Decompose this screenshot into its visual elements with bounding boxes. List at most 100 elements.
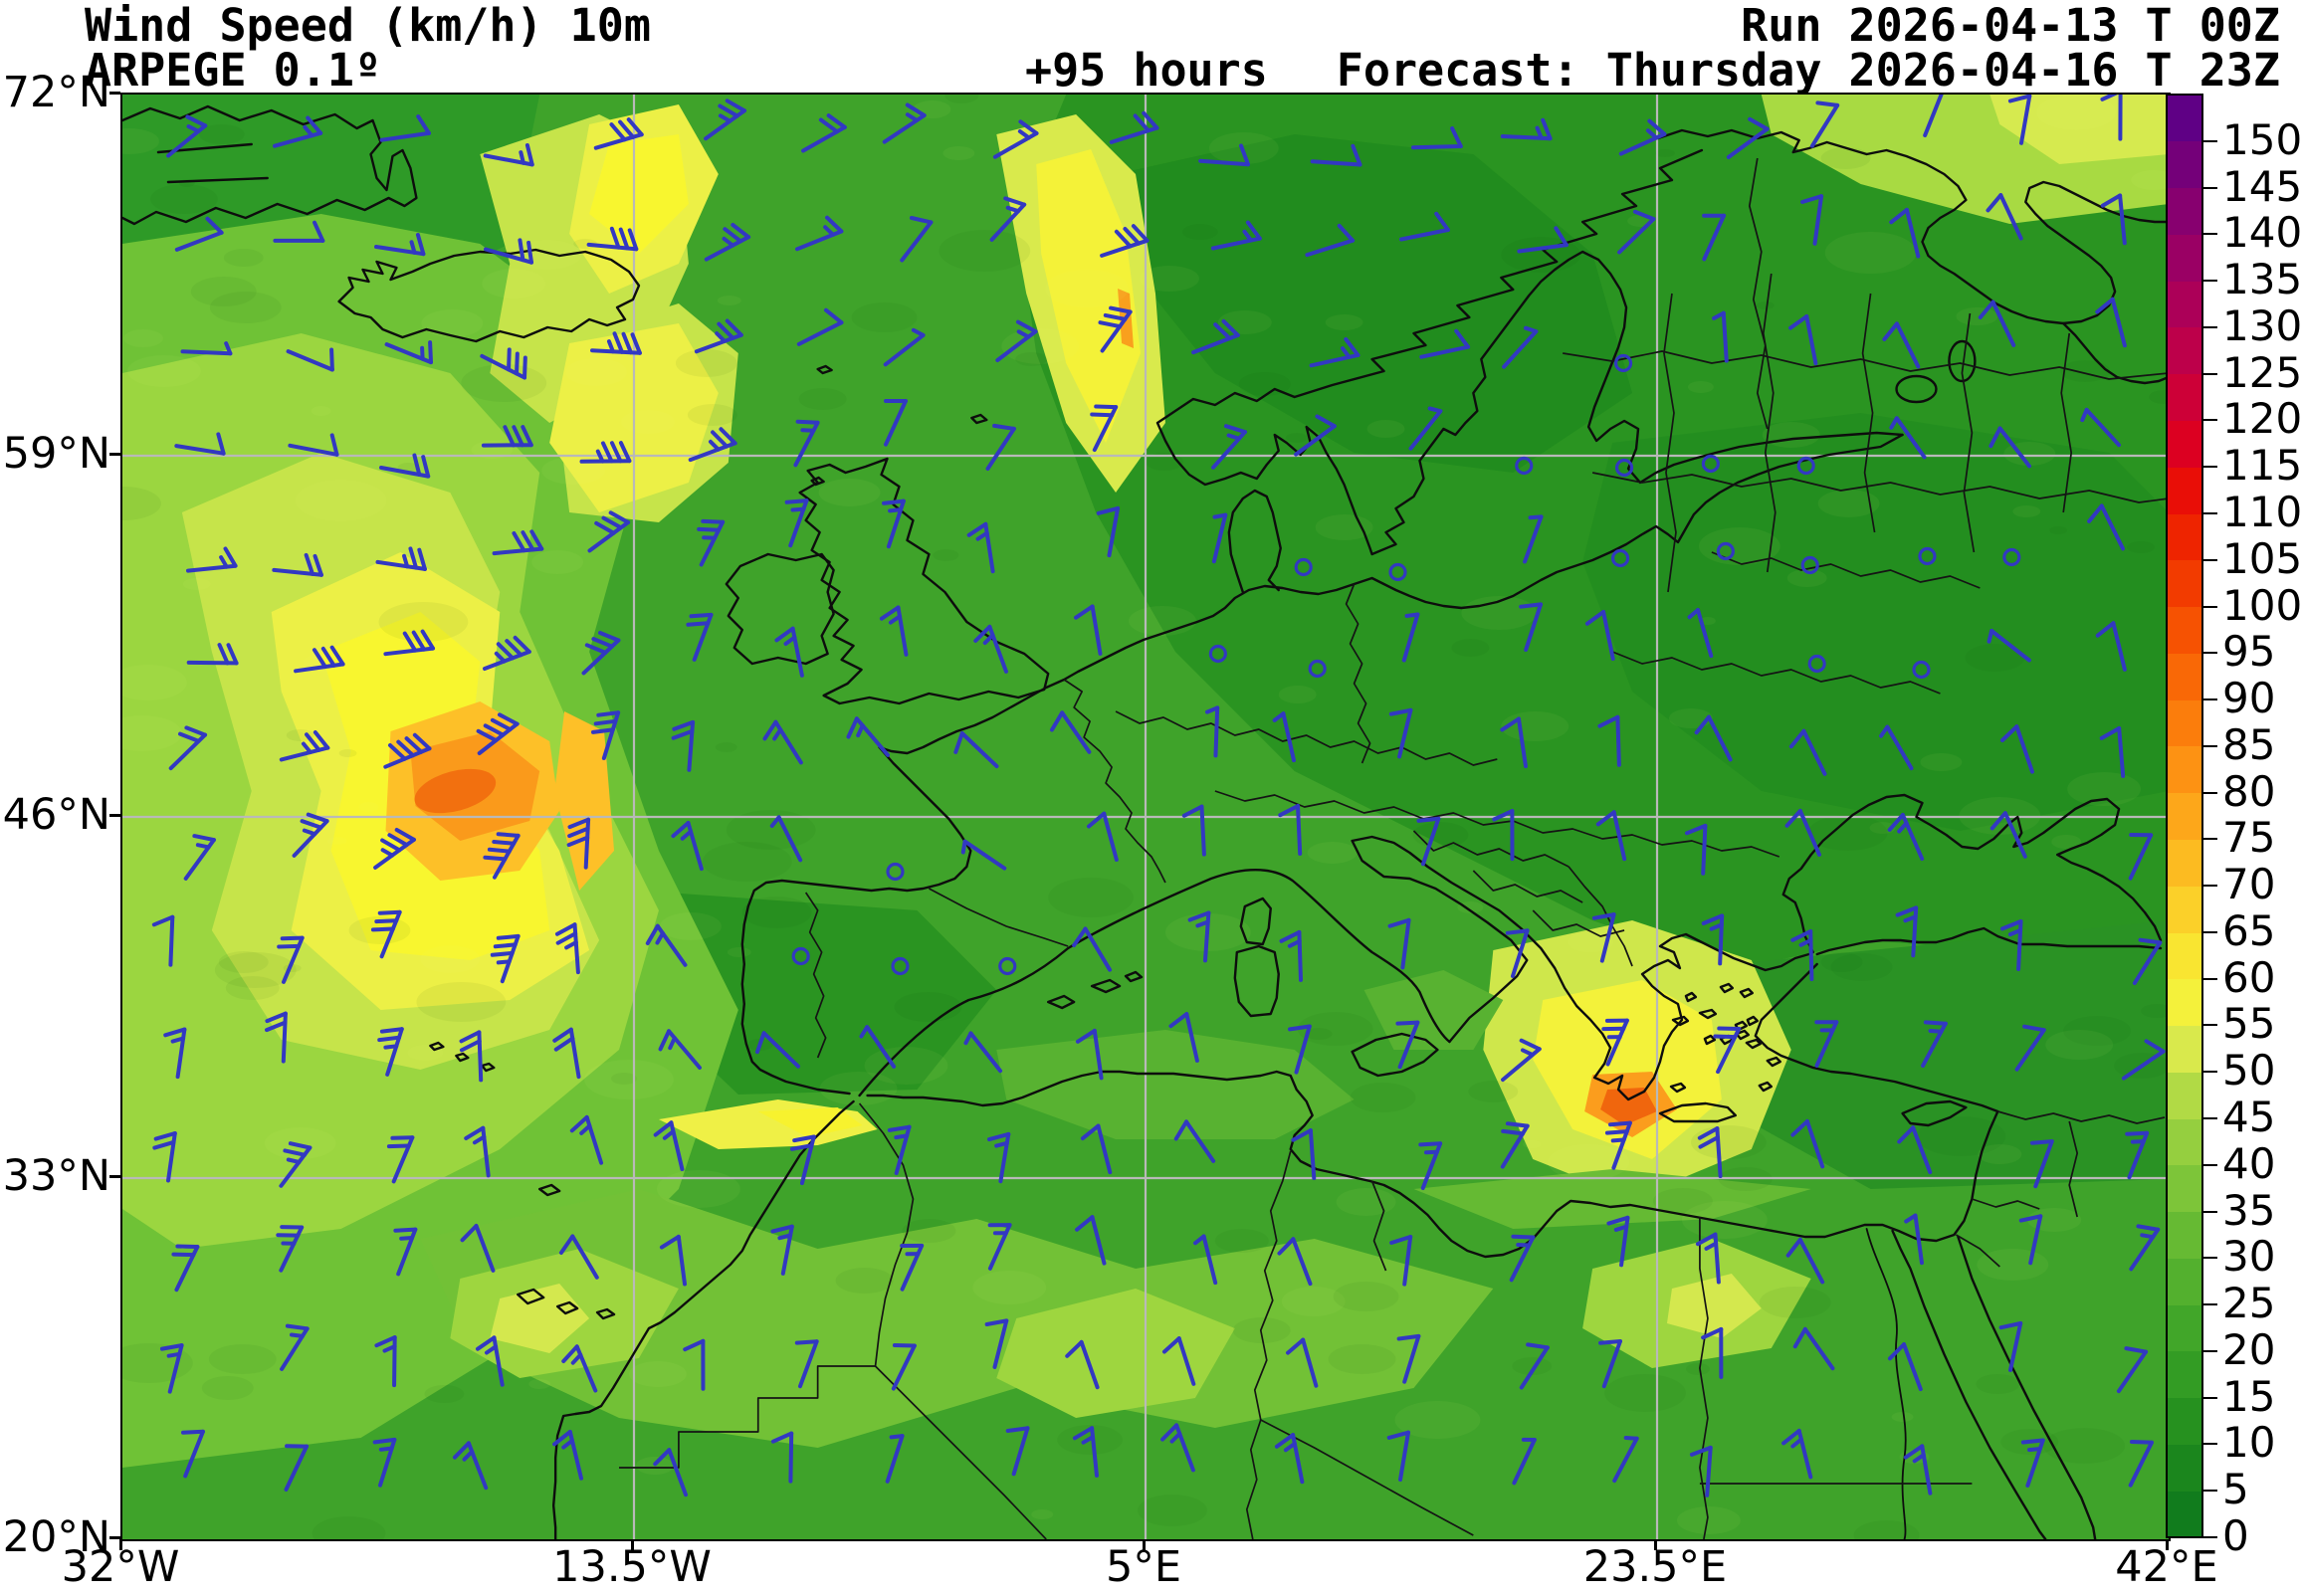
axis-tick	[109, 1175, 120, 1178]
colorbar-tick-label: 110	[2222, 487, 2302, 536]
axis-tick	[1654, 1539, 1657, 1550]
axis-tick	[2202, 791, 2217, 794]
axis-tick	[109, 1536, 120, 1539]
colorbar-tick-label: 0	[2222, 1511, 2249, 1560]
axis-tick	[2166, 1539, 2169, 1550]
lon-tick-label: 32°W	[61, 1542, 180, 1592]
colorbar-tick-label: 145	[2222, 161, 2302, 211]
colorbar-tick-label: 75	[2222, 813, 2276, 863]
colorbar-segment	[2167, 886, 2202, 933]
run-label: Run 2026-04-13 T 00Z	[1741, 0, 2280, 52]
colorbar-segment	[2167, 187, 2202, 235]
axis-tick	[2202, 186, 2217, 189]
axis-tick	[2202, 1024, 2217, 1027]
colorbar-tick-label: 115	[2222, 441, 2302, 491]
colorbar-segment	[2167, 373, 2202, 421]
colorbar-tick-label: 120	[2222, 394, 2302, 444]
colorbar-tick-label: 150	[2222, 114, 2302, 164]
colorbar-tick-label: 10	[2222, 1418, 2276, 1468]
axis-tick	[2202, 652, 2217, 655]
colorbar-tick-label: 35	[2222, 1185, 2276, 1235]
colorbar-tick-label: 30	[2222, 1232, 2276, 1282]
axis-tick	[2202, 1117, 2217, 1120]
axis-tick	[2202, 511, 2217, 514]
axis-tick	[2202, 1443, 2217, 1446]
axis-tick	[2202, 744, 2217, 747]
colorbar-tick-label: 45	[2222, 1093, 2276, 1142]
axis-tick	[631, 1539, 634, 1550]
colorbar-tick-label: 15	[2222, 1371, 2276, 1421]
colorbar-segment	[2167, 140, 2202, 189]
axis-tick	[2202, 139, 2217, 142]
colorbar-tick-label: 100	[2222, 580, 2302, 630]
colorbar-segment	[2167, 839, 2202, 887]
axis-tick	[2202, 1257, 2217, 1260]
colorbar-tick-label: 105	[2222, 533, 2302, 583]
axis-tick	[2202, 1303, 2217, 1306]
lat-tick-label: 46°N	[2, 790, 110, 840]
axis-tick	[2202, 1071, 2217, 1074]
colorbar-tick-label: 50	[2222, 1046, 2276, 1096]
colorbar-outline	[2166, 94, 2203, 1538]
colorbar-segment	[2167, 1397, 2202, 1446]
colorbar-segment	[2167, 1118, 2202, 1166]
colorbar-tick-label: 135	[2222, 255, 2302, 304]
axis-tick	[109, 814, 120, 817]
lon-tick-label: 5°E	[1105, 1542, 1182, 1592]
axis-tick	[2202, 1163, 2217, 1166]
map-canvas	[120, 93, 2171, 1541]
colorbar-segment	[2167, 420, 2202, 468]
lat-tick-label: 20°N	[2, 1512, 110, 1562]
lon-tick-label: 13.5°W	[552, 1542, 712, 1592]
colorbar-segment	[2167, 281, 2202, 328]
forecast-label: Forecast: Thursday 2026-04-16 T 23Z	[1336, 44, 2280, 97]
field-layer	[122, 95, 2169, 1539]
colorbar-tick-label: 40	[2222, 1138, 2276, 1188]
colorbar-segment	[2167, 1164, 2202, 1213]
axis-tick	[2202, 280, 2217, 283]
colorbar-segment	[2167, 1258, 2202, 1305]
colorbar-tick-label: 125	[2222, 347, 2302, 397]
colorbar-tick-label: 70	[2222, 860, 2276, 909]
colorbar-tick-label: 55	[2222, 999, 2276, 1049]
colorbar-tick-label: 130	[2222, 300, 2302, 350]
lat-tick-label: 33°N	[2, 1151, 110, 1201]
colorbar-tick-label: 85	[2222, 719, 2276, 769]
colorbar-segment	[2167, 234, 2202, 282]
colorbar-tick-label: 25	[2222, 1279, 2276, 1328]
colorbar-segment	[2167, 559, 2202, 608]
colorbar-segment	[2167, 1491, 2202, 1538]
axis-tick	[2202, 930, 2217, 933]
axis-tick	[2202, 1210, 2217, 1213]
lon-tick-label: 42°E	[2115, 1542, 2218, 1592]
map-title: Wind Speed (km/h) 10m	[85, 0, 651, 52]
colorbar-segment	[2167, 606, 2202, 654]
colorbar-segment	[2167, 745, 2202, 794]
colorbar-tick-label: 80	[2222, 766, 2276, 816]
axis-tick	[2202, 1349, 2217, 1352]
lead-time-label: +95 hours	[1025, 44, 1268, 97]
axis-tick	[2202, 1536, 2217, 1538]
axis-tick	[109, 453, 120, 456]
colorbar-tick-label: 90	[2222, 674, 2276, 723]
colorbar-segment	[2167, 1350, 2202, 1399]
coastlines-layer	[122, 104, 2169, 1539]
lon-tick-label: 23.5°E	[1582, 1542, 1728, 1592]
colorbar-segment	[2167, 512, 2202, 561]
colorbar-segment	[2167, 1025, 2202, 1073]
colorbar-tick-label: 140	[2222, 208, 2302, 258]
colorbar-tick-label: 95	[2222, 627, 2276, 677]
colorbar-segment	[2167, 931, 2202, 980]
axis-tick	[2202, 233, 2217, 236]
colorbar-segment	[2167, 326, 2202, 375]
axis-tick	[2202, 325, 2217, 328]
colorbar-segment	[2167, 1072, 2202, 1119]
axis-tick	[2202, 1490, 2217, 1493]
colorbar-segment	[2167, 792, 2202, 840]
wind-barbs-layer	[151, 95, 2166, 1497]
colorbar-segment	[2167, 1304, 2202, 1352]
axis-tick	[2202, 419, 2217, 422]
axis-tick	[2202, 838, 2217, 841]
lat-tick-label: 59°N	[2, 429, 110, 479]
colorbar-segment	[2167, 1211, 2202, 1259]
